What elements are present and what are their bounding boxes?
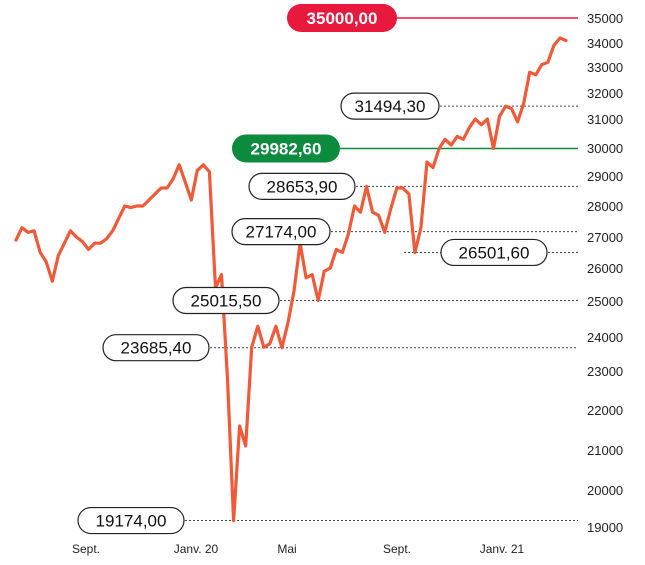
y-tick-label: 26000	[587, 261, 623, 276]
y-tick-label: 34000	[587, 36, 623, 51]
value-label-box	[440, 238, 548, 267]
y-tick-label: 28000	[587, 199, 623, 214]
x-tick-label: Mai	[277, 542, 296, 556]
value-label-box	[340, 92, 440, 120]
x-axis-ticks: Sept. Janv. 20 Mai Sept. Janv. 21	[72, 542, 525, 556]
value-label: 31494,30	[355, 97, 426, 116]
y-axis-ticks: 19000 20000 21000 22000 23000 24000 25000 26000…	[587, 11, 623, 535]
value-label: 19174,00	[96, 512, 167, 531]
x-tick-label: Sept.	[383, 542, 411, 556]
y-tick-label: 29000	[587, 169, 623, 184]
y-tick-label: 25000	[587, 294, 623, 309]
x-tick-label: Sept.	[72, 542, 100, 556]
value-label: 23685,40	[121, 339, 192, 358]
reference-badge	[232, 134, 340, 163]
y-tick-label: 35000	[587, 11, 623, 26]
value-label-box	[231, 218, 331, 246]
y-tick-label: 20000	[587, 483, 623, 498]
y-tick-label: 23000	[587, 364, 623, 379]
x-tick-label: Janv. 20	[174, 542, 219, 556]
guide-lines	[185, 105, 578, 522]
y-tick-label: 22000	[587, 403, 623, 418]
value-label: 27174,00	[246, 223, 317, 242]
y-tick-label: 30000	[587, 141, 623, 156]
value-label-box	[248, 172, 356, 200]
value-label: 28653,90	[267, 177, 338, 196]
series-line	[14, 36, 568, 523]
reference-badge	[287, 4, 397, 32]
value-label: 26501,60	[459, 243, 530, 262]
reference-label: 35000,00	[307, 9, 378, 28]
series-line-path	[14, 36, 568, 523]
y-tick-label: 33000	[587, 60, 623, 75]
reference-lines	[330, 17, 578, 150]
value-label-box	[102, 334, 210, 362]
y-tick-label: 21000	[587, 443, 623, 458]
y-tick-label: 24000	[587, 330, 623, 345]
y-tick-label: 32000	[587, 86, 623, 101]
annotations: 31494,30 28653,90 27174,00 26501,60 25015,50…	[77, 92, 548, 535]
y-tick-label: 31000	[587, 112, 623, 127]
value-label: 25015,50	[191, 291, 262, 310]
y-tick-label: 27000	[587, 230, 623, 245]
value-label-box	[77, 506, 185, 535]
y-tick-label: 19000	[587, 520, 623, 535]
value-label-box	[172, 286, 280, 315]
reference-badges: 35000,00 29982,60	[232, 4, 397, 163]
reference-label: 29982,60	[251, 139, 322, 158]
x-tick-label: Janv. 21	[480, 542, 525, 556]
